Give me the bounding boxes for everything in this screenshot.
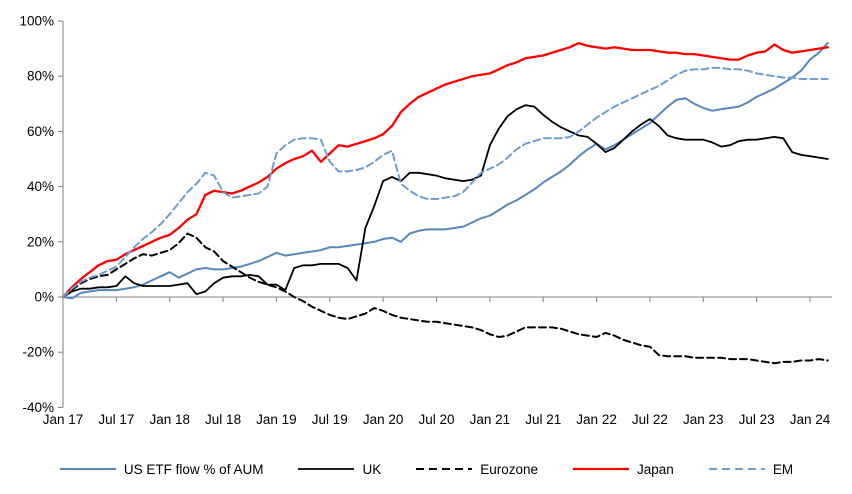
x-axis-label: Jul 21: [525, 412, 561, 427]
series-line-japan: [61, 41, 829, 299]
x-axis-label: Jan 22: [576, 412, 617, 427]
x-axis-label: Jan 18: [149, 412, 190, 427]
y-axis-label: 20%: [27, 234, 54, 249]
legend-swatch-line-icon: [298, 468, 355, 470]
legend-item-uk: UK: [297, 462, 381, 477]
chart-canvas: 100% 80% 60% 40% 20% 0% -20% -40%Jan 17 Jul 17 Ja…: [19, 14, 832, 427]
series-line-uk: [62, 104, 829, 298]
legend-label: US ETF flow % of AUM: [123, 461, 264, 477]
x-axis-label: Jul 22: [632, 412, 668, 427]
legend-label: Japan: [637, 461, 674, 477]
legend-swatch-dashed-line-icon: [708, 468, 765, 470]
y-axis-label: 40%: [27, 179, 54, 194]
y-axis-label: -20%: [22, 345, 54, 360]
x-axis-label: Jan 17: [43, 412, 84, 427]
legend-swatch-line-icon: [59, 468, 116, 470]
x-axis-label: Jul 23: [739, 412, 775, 427]
x-axis-label: Jan 21: [470, 412, 511, 427]
x-axis-label: Jan 19: [256, 412, 297, 427]
x-axis-label: Jan 23: [683, 412, 724, 427]
x-axis-label: Jan 20: [363, 412, 404, 427]
y-axis-label: 60%: [27, 124, 54, 139]
legend-label: Eurozone: [480, 461, 539, 477]
legend-item-eurozone: Eurozone: [415, 462, 538, 477]
legend-item-em: EM: [708, 462, 793, 477]
legend-item-us-etf-flow-of-aum: US ETF flow % of AUM: [59, 461, 264, 477]
x-axis-label: Jul 20: [418, 412, 454, 427]
series-line-eurozone: [62, 232, 829, 365]
y-axis-label: 0%: [34, 290, 54, 305]
legend-swatch-line-icon: [573, 467, 630, 471]
series-line-us-etf-flow-of-aum: [62, 42, 829, 300]
legend-swatch-dashed-line-icon: [416, 468, 473, 470]
x-axis-label: Jul 17: [98, 412, 134, 427]
y-axis-label: 100%: [19, 14, 54, 29]
series-line-em: [62, 66, 829, 298]
legend-label: EM: [772, 461, 794, 477]
x-axis-label: Jul 18: [205, 412, 241, 427]
x-axis-label: Jul 19: [312, 412, 348, 427]
y-axis-label: 80%: [27, 69, 54, 84]
y-axis-label: -40%: [22, 400, 54, 415]
legend-item-japan: Japan: [572, 462, 674, 477]
legend-label: UK: [362, 461, 382, 477]
x-axis-label: Jan 24: [790, 412, 831, 427]
chart-legend: US ETF flow % of AUM UK Eurozone Japan EM: [0, 451, 852, 487]
